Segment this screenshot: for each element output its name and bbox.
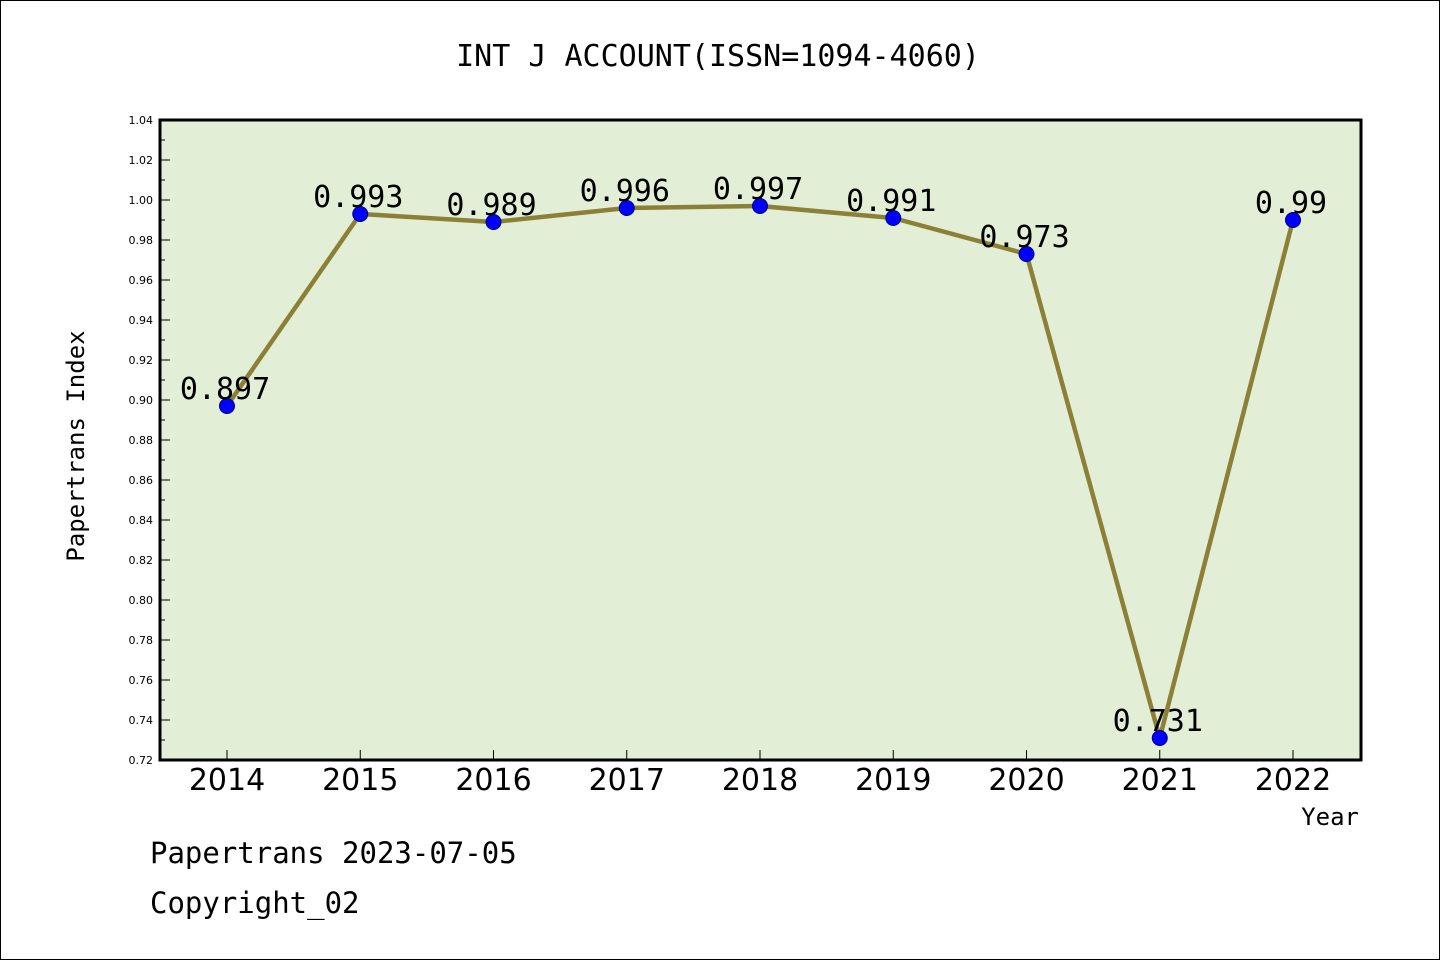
data-point xyxy=(1285,212,1301,228)
y-tick-label: 0.94 xyxy=(129,314,154,327)
data-label: 0.991 xyxy=(846,184,936,219)
data-label: 0.989 xyxy=(446,188,536,223)
y-tick-label: 1.04 xyxy=(129,114,154,127)
x-tick-label: 2018 xyxy=(722,763,798,798)
footer-date: Papertrans 2023-07-05 xyxy=(150,836,517,870)
y-tick-label: 0.78 xyxy=(129,634,154,647)
data-point xyxy=(485,214,502,230)
y-tick-label: 0.90 xyxy=(129,394,154,407)
data-label: 0.996 xyxy=(580,174,670,209)
series-markers xyxy=(219,198,1301,746)
data-label: 0.731 xyxy=(1113,704,1203,739)
y-tick-label: 0.80 xyxy=(129,594,154,607)
y-tick-label: 1.02 xyxy=(129,154,154,167)
data-point xyxy=(752,198,768,214)
data-point xyxy=(1151,730,1168,746)
data-point xyxy=(618,200,635,216)
plot-area xyxy=(158,118,1363,762)
y-tick-label: 0.88 xyxy=(129,434,154,447)
x-axis-label: Year xyxy=(1301,803,1359,831)
data-point xyxy=(885,210,902,226)
y-tick-label: 0.72 xyxy=(129,754,154,767)
data-point xyxy=(219,398,235,414)
x-tick-label: 2016 xyxy=(455,763,531,798)
data-label: 0.997 xyxy=(713,172,803,207)
x-tick-label: 2021 xyxy=(1122,763,1198,798)
data-label: 0.99 xyxy=(1255,186,1327,221)
y-tick-label: 0.98 xyxy=(129,234,154,247)
y-tick-label: 0.84 xyxy=(129,514,154,527)
data-label: 0.897 xyxy=(180,372,270,407)
chart-title: INT J ACCOUNT(ISSN=1094-4060) xyxy=(456,39,980,74)
y-tick-label: 0.96 xyxy=(129,274,154,287)
x-tick-label: 2019 xyxy=(855,763,931,798)
x-axis-ticks: 2014 2015 2016 2017 2018 2019 2020 2021 2022 xyxy=(189,750,1331,798)
data-label: 0.993 xyxy=(313,180,403,215)
data-label: 0.973 xyxy=(979,220,1069,255)
footer-copyright: Copyright_02 xyxy=(150,886,360,921)
data-point xyxy=(1018,246,1035,262)
x-tick-label: 2020 xyxy=(988,763,1064,798)
x-tick-label: 2014 xyxy=(189,763,265,798)
y-tick-label: 0.76 xyxy=(129,674,154,687)
y-tick-label: 0.74 xyxy=(129,714,154,727)
data-point xyxy=(352,206,369,222)
data-labels: 0.897 0.993 0.989 0.996 0.997 0.991 0.973 0.731… xyxy=(180,172,1327,739)
y-tick-label: 0.82 xyxy=(129,554,154,567)
x-tick-label: 2017 xyxy=(589,763,665,798)
y-tick-label: 1.00 xyxy=(129,194,154,207)
x-tick-label: 2022 xyxy=(1255,763,1331,798)
y-axis-ticks: 0.72 0.74 0.76 0.78 0.80 0.82 0.84 0.86 0.88 0.90… xyxy=(129,114,170,767)
y-tick-label: 0.92 xyxy=(129,354,154,367)
y-tick-label: 0.86 xyxy=(129,474,154,487)
y-axis-label: Papertrans Index xyxy=(62,330,90,561)
x-tick-label: 2015 xyxy=(322,763,398,798)
